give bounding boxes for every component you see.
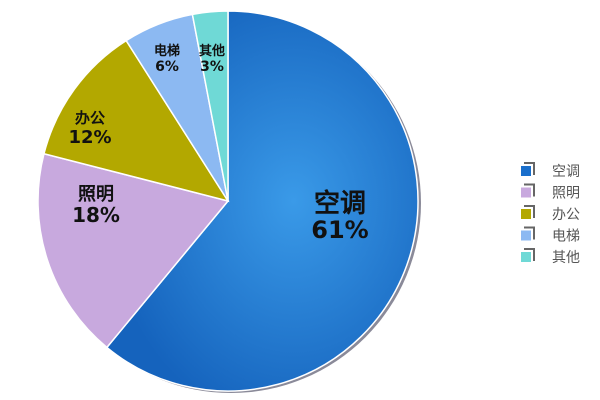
pie-slice-1	[37, 152, 230, 349]
legend-label: 办公	[552, 207, 580, 223]
legend-label: 其他	[552, 250, 580, 266]
slice-label: 办公	[75, 109, 105, 127]
legend-label: 空调	[552, 164, 580, 180]
slice-label: 照明	[78, 184, 114, 205]
legend-swatch	[521, 166, 531, 176]
slice-value-label: 18%	[72, 203, 120, 227]
legend-swatch	[521, 187, 531, 198]
legend-marker-shadow	[524, 183, 535, 197]
legend-marker-shadow	[524, 205, 535, 218]
legend-label: 照明	[552, 186, 580, 202]
legend-label: 电梯	[552, 229, 580, 245]
legend-swatch	[521, 230, 531, 241]
slice-value-label: 6%	[155, 59, 179, 75]
slice-value-label: 12%	[68, 127, 111, 148]
slice-value-label: 3%	[200, 59, 224, 75]
legend-swatch	[521, 209, 531, 219]
slice-label: 空调	[314, 188, 366, 219]
slice-label: 其他	[199, 43, 225, 59]
slice-value-label: 61%	[311, 216, 368, 244]
slice-label: 电梯	[154, 43, 180, 59]
pie-slice-0	[105, 10, 419, 392]
legend-marker-shadow	[524, 162, 535, 175]
pie-slice-4	[191, 10, 229, 202]
legend-marker-shadow	[524, 226, 535, 240]
legend-marker-shadow	[524, 248, 535, 261]
pie-slice-2	[43, 39, 230, 203]
legend-swatch	[521, 252, 531, 262]
